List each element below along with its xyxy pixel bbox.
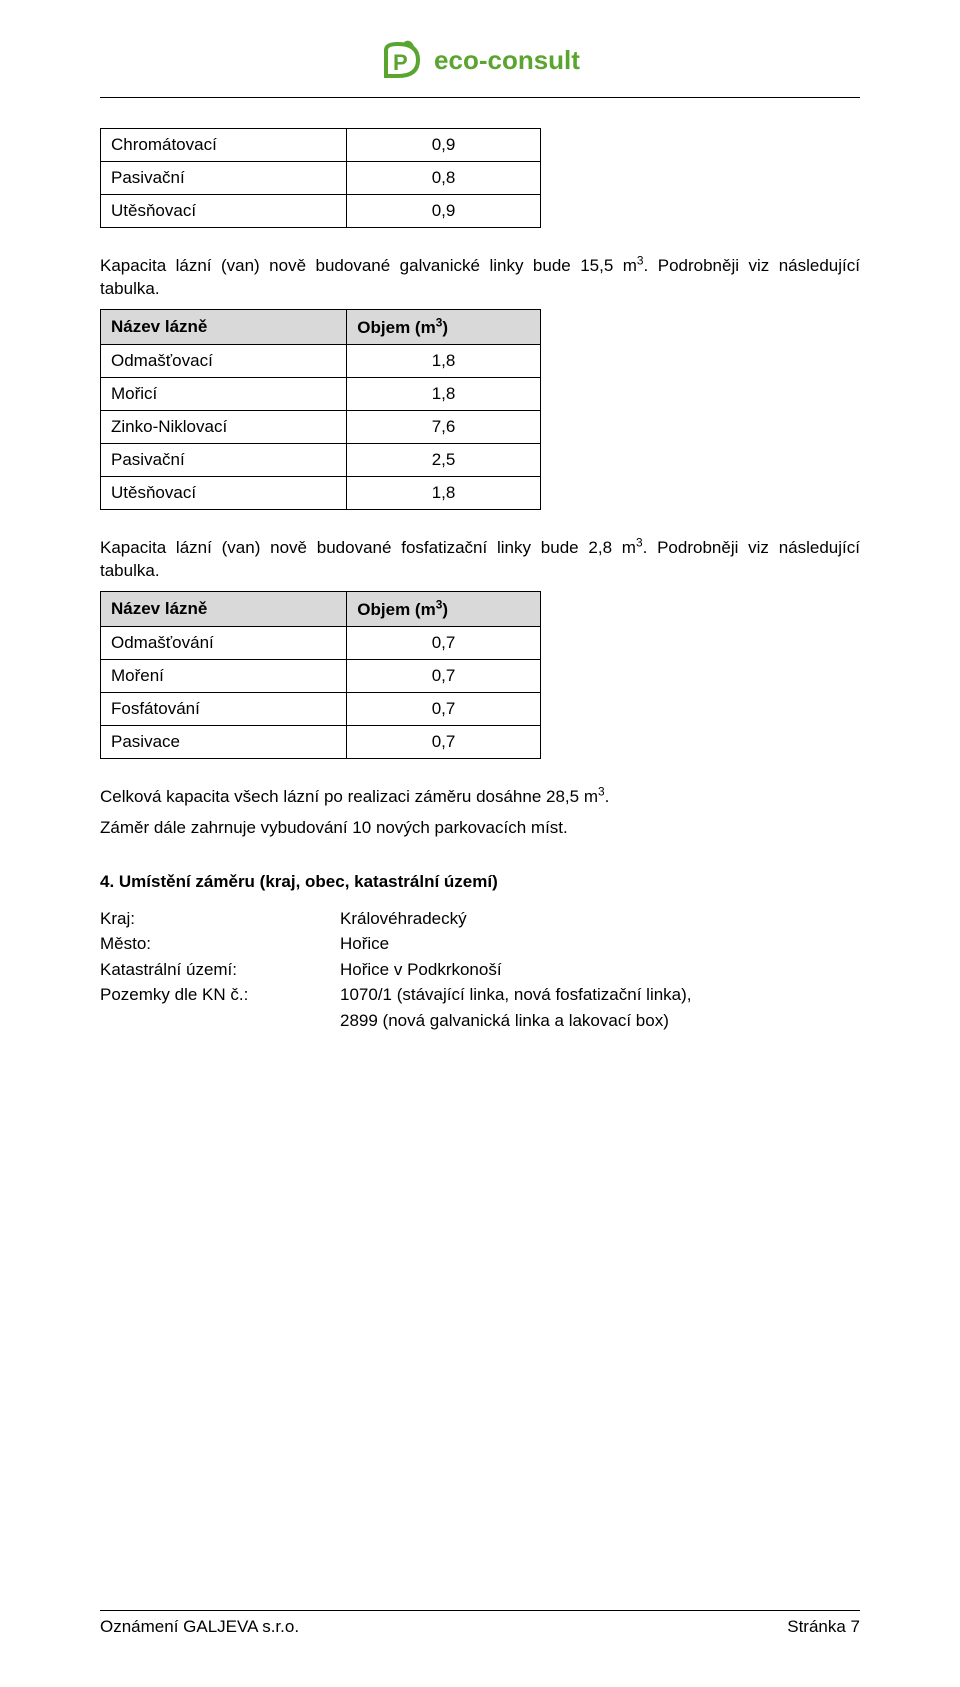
page-header: P eco-consult bbox=[100, 40, 860, 93]
table-row: Odmašťování0,7 bbox=[101, 627, 541, 660]
table-row: Moření0,7 bbox=[101, 660, 541, 693]
cell-label: Pasivační bbox=[101, 444, 347, 477]
location-extra-line: 2899 (nová galvanická linka a lakovací b… bbox=[100, 1008, 860, 1034]
cell-label: Odmašťovací bbox=[101, 345, 347, 378]
cell-value: 1,8 bbox=[347, 345, 541, 378]
kv-key: Město: bbox=[100, 931, 340, 957]
cell-label: Utěsňovací bbox=[101, 195, 347, 228]
kv-row: Město:Hořice bbox=[100, 931, 860, 957]
leaf-d-icon: P bbox=[380, 40, 430, 80]
table-row: Odmašťovací1,8 bbox=[101, 345, 541, 378]
footer-right: Stránka 7 bbox=[787, 1617, 860, 1637]
cell-label: Utěsňovací bbox=[101, 477, 347, 510]
paragraph-1: Kapacita lázní (van) nově budované galva… bbox=[100, 252, 860, 301]
cell-label: Mořicí bbox=[101, 378, 347, 411]
cell-label: Zinko-Niklovací bbox=[101, 411, 347, 444]
kv-key: Katastrální území: bbox=[100, 957, 340, 983]
cell-value: 7,6 bbox=[347, 411, 541, 444]
kv-row: Kraj:Královéhradecký bbox=[100, 906, 860, 932]
table-galvanic: Název lázně Objem (m3) Odmašťovací1,8Moř… bbox=[100, 309, 541, 511]
cell-value: 0,7 bbox=[347, 627, 541, 660]
cell-label: Pasivace bbox=[101, 726, 347, 759]
cell-value: 0,7 bbox=[347, 693, 541, 726]
kv-row: Katastrální území:Hořice v Podkrkonoší bbox=[100, 957, 860, 983]
paragraph-3: Celková kapacita všech lázní po realizac… bbox=[100, 783, 860, 809]
cell-value: 0,9 bbox=[347, 195, 541, 228]
col-header-volume: Objem (m3) bbox=[347, 309, 541, 345]
cell-value: 1,8 bbox=[347, 378, 541, 411]
kv-value: 1070/1 (stávající linka, nová fosfatizač… bbox=[340, 982, 860, 1008]
table-chrom: Chromátovací0,9Pasivační0,8Utěsňovací0,9 bbox=[100, 128, 541, 228]
kv-key: Kraj: bbox=[100, 906, 340, 932]
table-row: Mořicí1,8 bbox=[101, 378, 541, 411]
cell-label: Odmašťování bbox=[101, 627, 347, 660]
cell-value: 0,7 bbox=[347, 660, 541, 693]
brand-name: eco-consult bbox=[434, 45, 580, 76]
table-row: Pasivace0,7 bbox=[101, 726, 541, 759]
cell-label: Moření bbox=[101, 660, 347, 693]
paragraph-4: Záměr dále zahrnuje vybudování 10 nových… bbox=[100, 817, 860, 840]
page-footer: Oznámení GALJEVA s.r.o. Stránka 7 bbox=[100, 1610, 860, 1637]
table-row: Chromátovací0,9 bbox=[101, 129, 541, 162]
header-divider bbox=[100, 97, 860, 98]
cell-value: 1,8 bbox=[347, 477, 541, 510]
paragraph-2: Kapacita lázní (van) nově budované fosfa… bbox=[100, 534, 860, 583]
table-row: Utěsňovací0,9 bbox=[101, 195, 541, 228]
table-row: Fosfátování0,7 bbox=[101, 693, 541, 726]
footer-divider bbox=[100, 1610, 860, 1611]
col-header-name: Název lázně bbox=[101, 591, 347, 627]
cell-value: 0,9 bbox=[347, 129, 541, 162]
cell-value: 0,7 bbox=[347, 726, 541, 759]
kv-value: Hořice v Podkrkonoší bbox=[340, 957, 860, 983]
table-row: Utěsňovací1,8 bbox=[101, 477, 541, 510]
kv-value: Královéhradecký bbox=[340, 906, 860, 932]
footer-left: Oznámení GALJEVA s.r.o. bbox=[100, 1617, 299, 1637]
svg-text:P: P bbox=[393, 50, 408, 75]
kv-key: Pozemky dle KN č.: bbox=[100, 982, 340, 1008]
table-row: Pasivační2,5 bbox=[101, 444, 541, 477]
brand-logo: P eco-consult bbox=[380, 40, 580, 80]
table-row: Pasivační0,8 bbox=[101, 162, 541, 195]
col-header-name: Název lázně bbox=[101, 309, 347, 345]
kv-value: Hořice bbox=[340, 931, 860, 957]
section-4-heading: 4. Umístění záměru (kraj, obec, katastrá… bbox=[100, 872, 860, 892]
cell-label: Fosfátování bbox=[101, 693, 347, 726]
table-row: Zinko-Niklovací7,6 bbox=[101, 411, 541, 444]
cell-value: 2,5 bbox=[347, 444, 541, 477]
kv-row: Pozemky dle KN č.:1070/1 (stávající link… bbox=[100, 982, 860, 1008]
cell-label: Chromátovací bbox=[101, 129, 347, 162]
location-details: Kraj:KrálovéhradeckýMěsto:HořiceKatastrá… bbox=[100, 906, 860, 1008]
table-phosphate: Název lázně Objem (m3) Odmašťování0,7Moř… bbox=[100, 591, 541, 760]
col-header-volume: Objem (m3) bbox=[347, 591, 541, 627]
cell-value: 0,8 bbox=[347, 162, 541, 195]
cell-label: Pasivační bbox=[101, 162, 347, 195]
